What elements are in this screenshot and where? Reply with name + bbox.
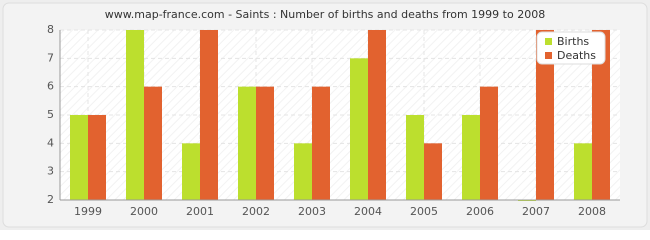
y-tick-label: 3 (47, 165, 54, 178)
legend-label: Births (557, 35, 589, 48)
x-tick-label: 2007 (522, 205, 550, 218)
x-tick-label: 2008 (578, 205, 606, 218)
x-tick-label: 2003 (298, 205, 326, 218)
x-tick-label: 2005 (410, 205, 438, 218)
bar (256, 86, 274, 200)
bar (406, 115, 424, 200)
bar (592, 30, 610, 200)
y-tick-label: 7 (47, 51, 54, 64)
x-tick-label: 1999 (74, 205, 102, 218)
bar (312, 86, 330, 200)
legend-label: Deaths (557, 49, 596, 62)
legend-swatch (545, 52, 552, 59)
bar (238, 86, 256, 200)
bar (126, 30, 144, 200)
bar (88, 115, 106, 200)
bar (480, 86, 498, 200)
x-tick-label: 2002 (242, 205, 270, 218)
x-tick-label: 2006 (466, 205, 494, 218)
x-tick-label: 2000 (130, 205, 158, 218)
x-tick-label: 2001 (186, 205, 214, 218)
bar (424, 143, 442, 200)
y-tick-label: 5 (47, 108, 54, 121)
bar (574, 143, 592, 200)
bar (70, 115, 88, 200)
chart-title: www.map-france.com - Saints : Number of … (105, 8, 545, 21)
chart: www.map-france.com - Saints : Number of … (0, 0, 650, 230)
y-tick-label: 4 (47, 136, 54, 149)
bar (200, 30, 218, 200)
bar (294, 143, 312, 200)
y-tick-label: 2 (47, 193, 54, 206)
bar (182, 143, 200, 200)
bar (536, 30, 554, 200)
y-tick-label: 6 (47, 80, 54, 93)
legend-box (536, 31, 606, 65)
bar (350, 58, 368, 201)
x-tick-label: 2004 (354, 205, 382, 218)
bar (144, 86, 162, 200)
bar (368, 30, 386, 200)
bar (462, 115, 480, 200)
legend-swatch (545, 38, 552, 45)
y-tick-label: 8 (47, 23, 54, 36)
